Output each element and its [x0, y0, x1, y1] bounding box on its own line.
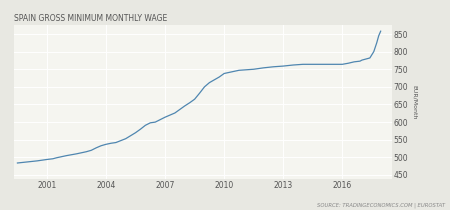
Text: SPAIN GROSS MINIMUM MONTHLY WAGE: SPAIN GROSS MINIMUM MONTHLY WAGE — [14, 14, 167, 23]
Y-axis label: EUR/Month: EUR/Month — [412, 85, 417, 119]
Text: SOURCE: TRADINGECONOMICS.COM | EUROSTAT: SOURCE: TRADINGECONOMICS.COM | EUROSTAT — [317, 202, 446, 208]
